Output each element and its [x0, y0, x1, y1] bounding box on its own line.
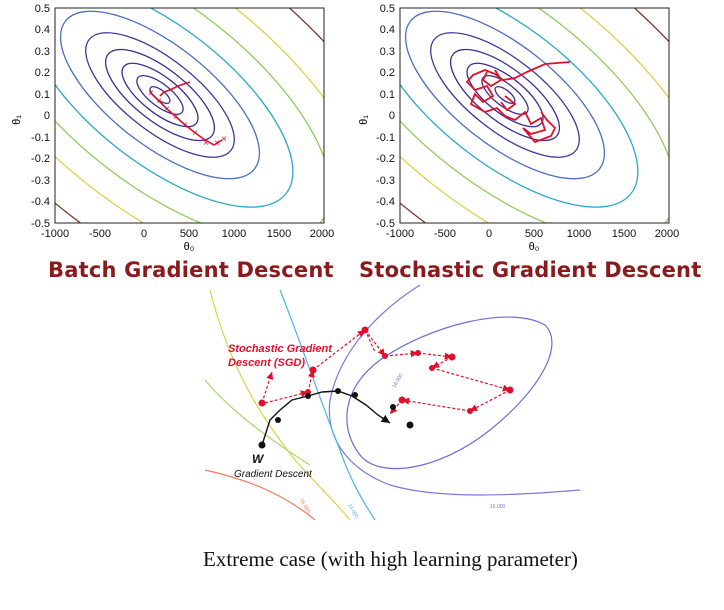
x-tick: 1500	[267, 228, 291, 240]
extreme-sgd-points	[258, 326, 514, 414]
batch-contours	[55, 8, 324, 223]
extreme-case-diagram: 16.000 16.000 24.000 56.000	[190, 280, 610, 521]
y-tick: 0.1	[380, 89, 395, 101]
sgd-contours	[400, 8, 669, 223]
batch-y-ticks: 0.5 0.4 0.3 0.2 0.1 0 -0.1 -0.2 -0.3 -0.…	[31, 3, 50, 230]
sgd-label-line1: Stochastic Gradient	[228, 343, 333, 355]
x-tick: -500	[434, 228, 456, 240]
sgd-x-label: θ₀	[529, 241, 540, 253]
y-tick: 0.1	[35, 89, 50, 101]
sgd-plot: 0.5 0.4 0.3 0.2 0.1 0 -0.1 -0.2 -0.3 -0.…	[355, 0, 695, 255]
svg-text:×: ×	[192, 128, 198, 139]
x-tick: 0	[141, 228, 147, 240]
y-tick: 0	[44, 110, 50, 122]
y-tick: 0.3	[380, 46, 395, 58]
y-tick: 0.2	[380, 67, 395, 79]
sgd-y-label: θ₁	[358, 115, 370, 125]
y-tick: -0.4	[376, 196, 395, 208]
y-tick: 0.5	[35, 3, 50, 15]
extreme-gd-path	[261, 390, 391, 446]
extreme-contours	[204, 284, 581, 521]
gd-label: Gradient Descent	[234, 469, 313, 480]
extreme-sgd-path	[261, 329, 511, 415]
svg-text:×: ×	[173, 112, 179, 123]
y-tick: -0.3	[376, 175, 395, 187]
sgd-x-ticks: -1000 -500 0 500 1000 1500 2000	[386, 228, 679, 240]
x-tick: -500	[89, 228, 111, 240]
batch-gd-title: Batch Gradient Descent	[48, 258, 334, 282]
contour-label: 16.000	[490, 504, 506, 510]
y-tick: -0.5	[31, 218, 50, 230]
svg-text:×: ×	[156, 96, 162, 107]
extreme-gd-points	[258, 388, 414, 449]
y-tick: 0.2	[35, 67, 50, 79]
svg-text:×: ×	[182, 120, 188, 131]
y-tick: -0.2	[31, 153, 50, 165]
svg-text:×: ×	[214, 138, 220, 149]
svg-text:×: ×	[164, 104, 170, 115]
x-tick: 1000	[567, 228, 591, 240]
x-tick: 1000	[222, 228, 246, 240]
y-tick: 0.4	[380, 24, 395, 36]
x-tick: 1500	[612, 228, 636, 240]
y-tick: 0	[389, 110, 395, 122]
y-tick: -0.5	[376, 218, 395, 230]
batch-gd-markers: ××× ××× × × ×	[148, 88, 227, 149]
sgd-title: Stochastic Gradient Descent	[359, 258, 702, 282]
x-tick: 2000	[655, 228, 679, 240]
x-tick: -1000	[386, 228, 414, 240]
x-tick: -1000	[41, 228, 69, 240]
svg-text:×: ×	[148, 88, 154, 99]
batch-x-label: θ₀	[184, 241, 195, 253]
y-tick: 0.3	[35, 46, 50, 58]
sgd-path	[465, 61, 571, 144]
y-tick: 0.5	[380, 3, 395, 15]
y-tick: -0.2	[376, 153, 395, 165]
svg-text:×: ×	[221, 134, 227, 145]
sgd-y-ticks: 0.5 0.4 0.3 0.2 0.1 0 -0.1 -0.2 -0.3 -0.…	[376, 3, 395, 230]
x-tick: 0	[486, 228, 492, 240]
x-tick: 2000	[310, 228, 334, 240]
svg-text:×: ×	[203, 138, 209, 149]
x-tick: 500	[525, 228, 543, 240]
y-tick: -0.1	[376, 132, 395, 144]
sgd-label-line2: Descent (SGD)	[228, 357, 305, 369]
caption: Extreme case (with high learning paramet…	[203, 547, 578, 571]
contour-label: 56.000	[298, 498, 311, 514]
y-tick: 0.4	[35, 24, 50, 36]
contour-label: 16.000	[392, 373, 405, 389]
batch-x-ticks: -1000 -500 0 500 1000 1500 2000	[41, 228, 334, 240]
y-tick: -0.1	[31, 132, 50, 144]
batch-y-label: θ₁	[11, 115, 23, 125]
y-tick: -0.4	[31, 196, 50, 208]
batch-gd-plot: × × × × × × × × × 0.5 0.4 0.3 0.2 0.1 0 -0.1 -…	[0, 0, 340, 255]
x-tick: 500	[180, 228, 198, 240]
batch-gd-path	[149, 81, 223, 146]
y-tick: -0.3	[31, 175, 50, 187]
w-label: W	[252, 452, 265, 466]
